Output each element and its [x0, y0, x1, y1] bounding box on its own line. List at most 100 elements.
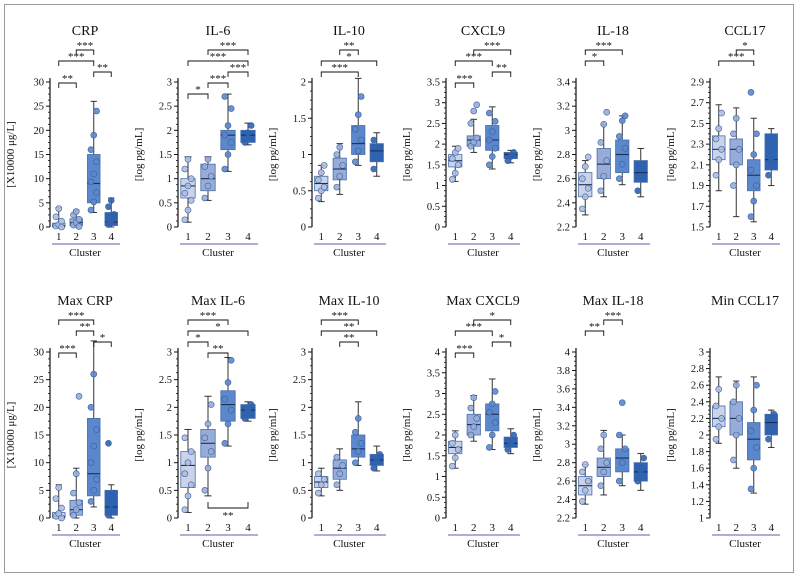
data-point: [597, 139, 605, 146]
significance-label: *: [195, 332, 201, 344]
data-point: [184, 156, 192, 163]
x-tick-label: 4: [374, 522, 380, 534]
data-point: [201, 163, 209, 170]
significance-label: **: [496, 62, 507, 74]
data-point: [753, 182, 760, 189]
significance-bracket: [187, 319, 229, 325]
significance-label: ***: [77, 40, 94, 52]
data-point: [339, 162, 346, 169]
significance-label: **: [344, 321, 355, 333]
x-axis-label: Cluster: [597, 538, 629, 550]
data-point: [491, 144, 499, 152]
data-point: [357, 93, 365, 100]
x-axis-label: Cluster: [333, 247, 365, 259]
x-tick-label: 4: [638, 231, 644, 243]
data-point: [352, 125, 359, 133]
panel-max-il-18: Max IL-18 2.2 2.4 2.6 2.8 3 3.2 3.4 3.6 3.8 4 [log …: [531, 294, 650, 550]
y-tick-label: 3.5: [427, 368, 440, 379]
data-point: [181, 165, 189, 173]
significance-bracket: [187, 330, 249, 336]
data-point: [597, 482, 605, 490]
significance-label: *: [592, 51, 598, 63]
y-tick-label: 2.5: [159, 375, 172, 386]
data-point: [221, 131, 229, 139]
data-point: [451, 431, 459, 439]
data-point: [637, 172, 645, 180]
panel-max-il-10: Max IL-1000.511.522.53[log pg/mL]1 2 3 4Clu…: [267, 294, 386, 550]
data-point: [730, 130, 737, 138]
y-axis-label: [log pg/mL]: [267, 408, 279, 461]
y-tick-label: 2.2: [557, 514, 570, 525]
data-point: [486, 408, 493, 416]
y-tick-label: 0: [301, 223, 306, 234]
data-point: [90, 170, 98, 178]
x-tick-label: 1: [319, 522, 325, 534]
x-tick-label: 1: [185, 522, 191, 534]
data-point: [315, 470, 322, 478]
data-point: [221, 93, 229, 100]
data-point: [93, 189, 100, 196]
significance-label: ***: [210, 51, 227, 63]
data-point: [52, 495, 60, 502]
y-axis-label: [X10000 μg/L]: [5, 121, 17, 188]
significance-label: ***: [466, 51, 483, 63]
x-tick-label: 3: [225, 522, 231, 534]
significance-bracket: [207, 82, 229, 88]
data-point: [449, 439, 456, 447]
significance-bracket: [735, 49, 755, 55]
significance-bracket: [58, 319, 95, 325]
data-point: [618, 160, 626, 168]
data-point: [451, 169, 459, 177]
significance-bracket: [58, 82, 77, 88]
significance-bracket: [207, 502, 249, 509]
data-point: [336, 143, 344, 151]
data-point: [584, 477, 592, 485]
y-tick-label: 0: [167, 514, 172, 525]
data-point: [712, 402, 720, 410]
data-point: [352, 428, 359, 436]
data-point: [750, 464, 758, 472]
y-tick-label: 0: [301, 514, 306, 525]
data-point: [637, 466, 645, 474]
data-point: [221, 439, 229, 447]
panel-ccl17: CCL17 1.5 1.7 1.9 2.1 2.3 2.5 2.7 2.9 [log pg/mL]…: [665, 24, 780, 259]
x-axis-label: Cluster: [202, 247, 234, 259]
data-point: [579, 205, 586, 213]
data-point: [221, 395, 229, 403]
x-axis-label: Cluster: [333, 538, 365, 550]
data-point: [603, 108, 610, 116]
y-tick-label: 1.4: [691, 480, 705, 491]
data-point: [72, 470, 80, 478]
x-tick-label: 3: [356, 231, 362, 243]
data-point: [603, 157, 610, 164]
data-point: [247, 401, 255, 408]
data-point: [712, 435, 720, 443]
y-axis-label: [log pg/mL]: [133, 408, 145, 461]
data-point: [70, 489, 77, 497]
y-axis-label: [log pg/mL]: [665, 128, 677, 181]
data-point: [357, 136, 365, 144]
x-tick-label: 4: [109, 231, 115, 243]
data-point: [715, 386, 723, 393]
data-point: [354, 415, 362, 422]
data-point: [187, 448, 195, 455]
data-point: [204, 464, 212, 472]
significance-bracket: [75, 49, 95, 55]
data-point: [93, 158, 100, 166]
data-point: [184, 182, 192, 190]
panel-title: Max IL-10: [318, 294, 379, 309]
y-tick-label: 0.5: [427, 493, 440, 504]
data-point: [616, 133, 623, 140]
data-point: [204, 156, 212, 163]
x-axis-label: Cluster: [202, 538, 234, 550]
x-tick-label: 4: [109, 522, 115, 534]
data-point: [333, 151, 341, 158]
data-point: [339, 462, 346, 469]
y-tick-label: 2: [435, 431, 440, 442]
data-point: [107, 197, 115, 204]
y-tick-label: 2.5: [427, 119, 440, 130]
x-tick-label: 1: [716, 231, 722, 243]
x-tick-label: 1: [453, 231, 459, 243]
x-tick-label: 3: [751, 522, 757, 534]
